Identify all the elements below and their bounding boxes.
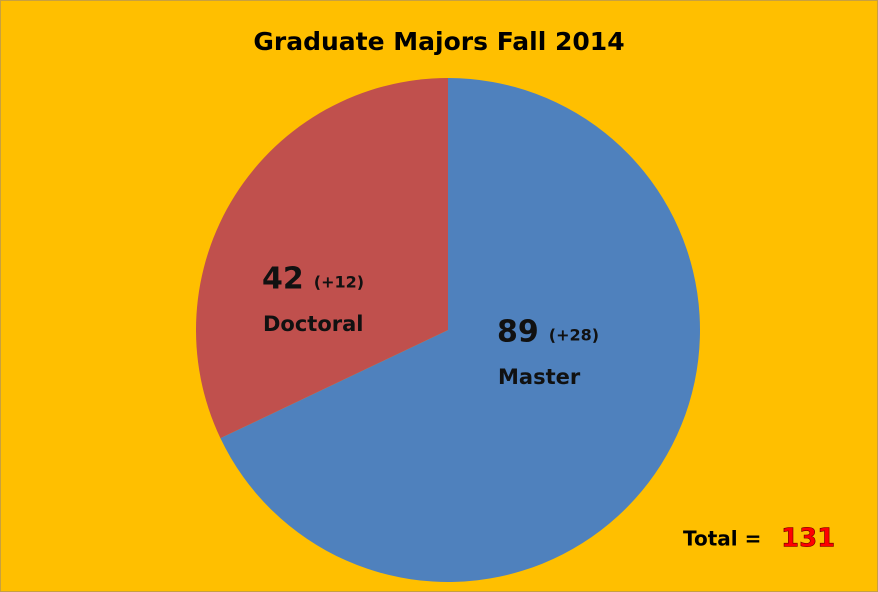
data-label: 42 [262, 262, 304, 297]
total-label: Total = [683, 527, 761, 551]
change-label: (+28) [549, 326, 599, 345]
category-label: Master [498, 365, 581, 389]
category-label: Doctoral [263, 312, 364, 336]
total-value: 131 [781, 524, 835, 554]
pie-slice [220, 78, 700, 582]
pie-slice [195, 78, 448, 439]
data-label: 89 [497, 315, 539, 350]
chart-title: Graduate Majors Fall 2014 [253, 27, 624, 56]
change-label: (+12) [314, 273, 364, 292]
pie [195, 78, 700, 582]
